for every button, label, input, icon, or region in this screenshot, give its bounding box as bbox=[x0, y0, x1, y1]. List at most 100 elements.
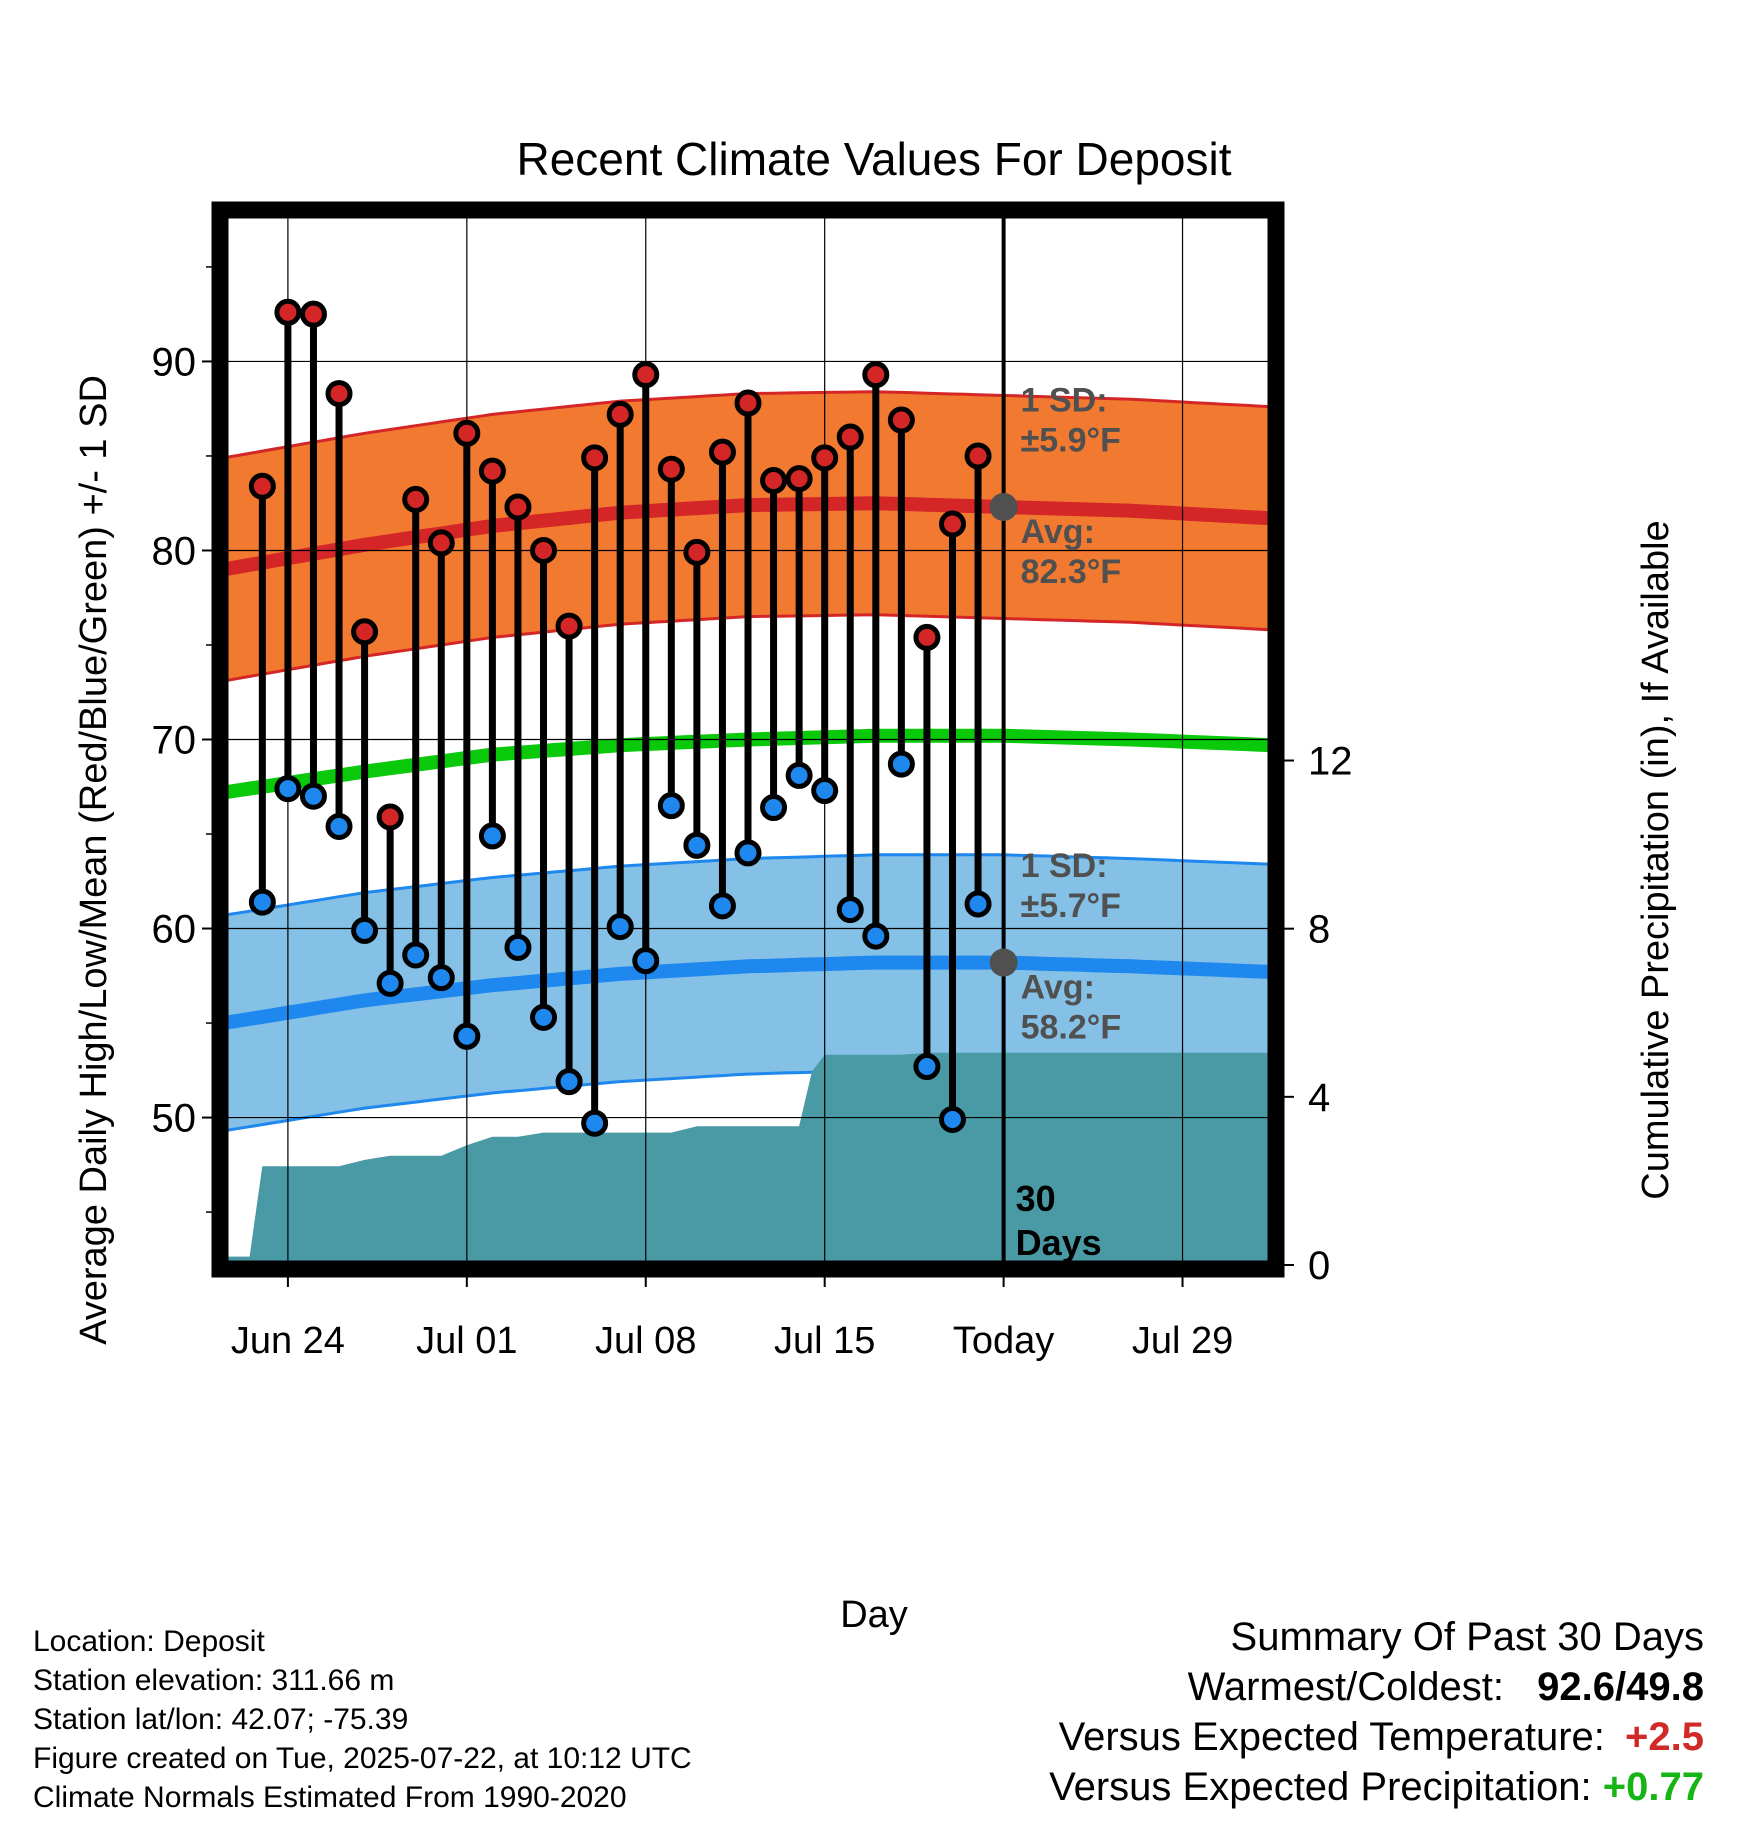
x-tick-label: Jul 01 bbox=[416, 1320, 517, 1362]
low-sd-label: 1 SD: bbox=[1021, 847, 1108, 885]
low-point bbox=[325, 812, 353, 840]
high-point bbox=[427, 529, 455, 557]
high-point bbox=[248, 472, 276, 500]
high-point bbox=[708, 438, 736, 466]
today-marker-label-line: Days bbox=[1016, 1222, 1102, 1263]
high-point bbox=[938, 510, 966, 538]
high-point bbox=[555, 612, 583, 640]
y-tick-label: 50 bbox=[152, 1097, 197, 1141]
y2-tick-label: 12 bbox=[1308, 740, 1353, 784]
high-point bbox=[734, 389, 762, 417]
high-point bbox=[530, 536, 558, 564]
today-marker-label-line: 30 bbox=[1016, 1178, 1056, 1219]
plot-frame bbox=[211, 201, 1285, 1278]
x-tick-label: Jun 24 bbox=[231, 1320, 345, 1362]
warm-cold-label: Warmest/Coldest: bbox=[1187, 1665, 1505, 1709]
warmest-value: 92.6 bbox=[1537, 1665, 1616, 1709]
low-point bbox=[504, 933, 532, 961]
low-avg-value: 58.2°F bbox=[1021, 1009, 1122, 1047]
x-tick-label: Jul 15 bbox=[774, 1320, 875, 1362]
temp-delta-row: Versus Expected Temperature: +2.5 bbox=[1049, 1712, 1704, 1762]
temp-delta-value: +2.5 bbox=[1625, 1715, 1704, 1759]
low-point bbox=[555, 1068, 583, 1096]
today-low-average-marker bbox=[989, 948, 1018, 977]
y2-tick-label: 4 bbox=[1308, 1076, 1330, 1120]
summary-title: Summary Of Past 30 Days bbox=[1230, 1615, 1704, 1659]
high-point bbox=[785, 465, 813, 493]
low-point bbox=[708, 892, 736, 920]
low-avg-label: Avg: bbox=[1021, 969, 1095, 1007]
precipitation-area bbox=[224, 1052, 1272, 1265]
low-point bbox=[836, 896, 864, 924]
low-point bbox=[351, 916, 379, 944]
low-point bbox=[913, 1053, 941, 1081]
low-point bbox=[530, 1003, 558, 1031]
y-tick-label: 90 bbox=[152, 340, 197, 384]
y-tick-label: 60 bbox=[152, 908, 197, 952]
low-point bbox=[581, 1109, 609, 1137]
low-point bbox=[402, 941, 430, 969]
low-point bbox=[938, 1105, 966, 1133]
high-point bbox=[862, 361, 890, 389]
low-point bbox=[683, 831, 711, 859]
high-avg-label: Avg: bbox=[1021, 513, 1095, 551]
high-point bbox=[632, 361, 660, 389]
x-axis-label: Day bbox=[840, 1594, 908, 1636]
high-point bbox=[453, 419, 481, 447]
station-info: Location: Deposit Station elevation: 311… bbox=[33, 1622, 692, 1817]
high-point bbox=[760, 467, 788, 495]
y-axis-label: Average Daily High/Low/Mean (Red/Blue/Gr… bbox=[73, 375, 115, 1345]
high-point bbox=[351, 618, 379, 646]
y-tick-label: 80 bbox=[152, 529, 197, 573]
low-point bbox=[299, 782, 327, 810]
low-point bbox=[785, 761, 813, 789]
y2-axis-label: Cumulative Precipitation (in), If Availa… bbox=[1635, 520, 1677, 1199]
low-point bbox=[811, 777, 839, 805]
elevation-text: Station elevation: 311.66 m bbox=[33, 1664, 395, 1697]
today-high-average-marker bbox=[989, 492, 1018, 521]
high-point bbox=[376, 803, 404, 831]
x-tick-label: Jul 29 bbox=[1132, 1320, 1233, 1362]
low-point bbox=[274, 775, 302, 803]
high-point bbox=[683, 538, 711, 566]
low-point bbox=[248, 888, 276, 916]
high-point bbox=[274, 298, 302, 326]
high-avg-value: 82.3°F bbox=[1021, 553, 1122, 591]
low-point bbox=[376, 969, 404, 997]
low-sd-value: ±5.7°F bbox=[1021, 887, 1121, 925]
low-point bbox=[862, 922, 890, 950]
precip-delta-label: Versus Expected Precipitation: bbox=[1049, 1765, 1592, 1809]
low-point bbox=[964, 890, 992, 918]
precip-delta-value: +0.77 bbox=[1602, 1765, 1704, 1809]
low-point bbox=[887, 750, 915, 778]
normals-text: Climate Normals Estimated From 1990-2020 bbox=[33, 1781, 627, 1814]
high-point bbox=[606, 400, 634, 428]
chart-title: Recent Climate Values For Deposit bbox=[517, 133, 1232, 185]
y2-tick-label: 0 bbox=[1308, 1244, 1330, 1288]
high-point bbox=[964, 442, 992, 470]
warm-cold-value: 92.6/49.8 bbox=[1537, 1662, 1704, 1712]
high-point bbox=[504, 493, 532, 521]
low-point bbox=[453, 1022, 481, 1050]
low-point bbox=[657, 792, 685, 820]
high-point bbox=[657, 455, 685, 483]
location-text: Location: Deposit bbox=[33, 1625, 265, 1658]
low-average-line bbox=[224, 955, 1272, 1030]
high-point bbox=[836, 423, 864, 451]
x-tick-label: Today bbox=[953, 1320, 1054, 1362]
precip-delta-row: Versus Expected Precipitation: +0.77 bbox=[1049, 1762, 1704, 1812]
high-sd-value: ±5.9°F bbox=[1021, 421, 1121, 459]
latlon-text: Station lat/lon: 42.07; -75.39 bbox=[33, 1703, 409, 1736]
summary-panel: Summary Of Past 30 Days Warmest/Coldest:… bbox=[1049, 1612, 1704, 1812]
low-point bbox=[606, 913, 634, 941]
y-tick-label: 70 bbox=[152, 719, 197, 763]
created-text: Figure created on Tue, 2025-07-22, at 10… bbox=[33, 1742, 692, 1775]
high-sd-label: 1 SD: bbox=[1021, 381, 1108, 419]
low-point bbox=[632, 947, 660, 975]
warm-cold-separator: / bbox=[1615, 1665, 1627, 1709]
warm-cold-row: Warmest/Coldest: 92.6/49.8 bbox=[1049, 1662, 1704, 1712]
low-point bbox=[427, 964, 455, 992]
low-point bbox=[760, 794, 788, 822]
high-point bbox=[299, 300, 327, 328]
